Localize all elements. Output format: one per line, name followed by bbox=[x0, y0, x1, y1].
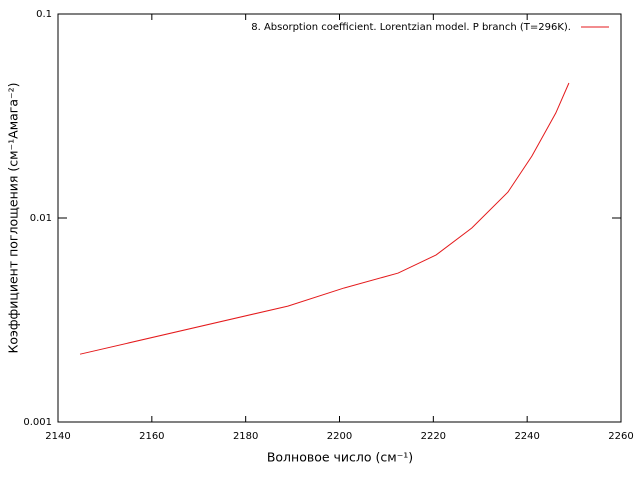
x-tick-label: 2220 bbox=[421, 431, 446, 442]
x-axis-title: Волновое число (см⁻¹) bbox=[267, 450, 413, 465]
y-tick-label: 0.001 bbox=[23, 417, 52, 428]
y-axis-title: Коэффициент поглощения (см⁻¹Амага⁻²) bbox=[6, 82, 21, 353]
x-tick-label: 2200 bbox=[327, 431, 352, 442]
x-tick-label: 2180 bbox=[233, 431, 258, 442]
data-line bbox=[79, 82, 570, 355]
x-tick-label: 2240 bbox=[514, 431, 539, 442]
x-tick-label: 2160 bbox=[139, 431, 164, 442]
x-tick-label: 2260 bbox=[608, 431, 633, 442]
y-tick-label: 0.1 bbox=[36, 9, 52, 20]
plot-frame bbox=[57, 13, 622, 423]
x-tick-label: 2140 bbox=[45, 431, 70, 442]
y-tick-label: 0.01 bbox=[30, 213, 52, 224]
legend-label: 8. Absorption coefficient. Lorentzian mo… bbox=[251, 22, 571, 33]
